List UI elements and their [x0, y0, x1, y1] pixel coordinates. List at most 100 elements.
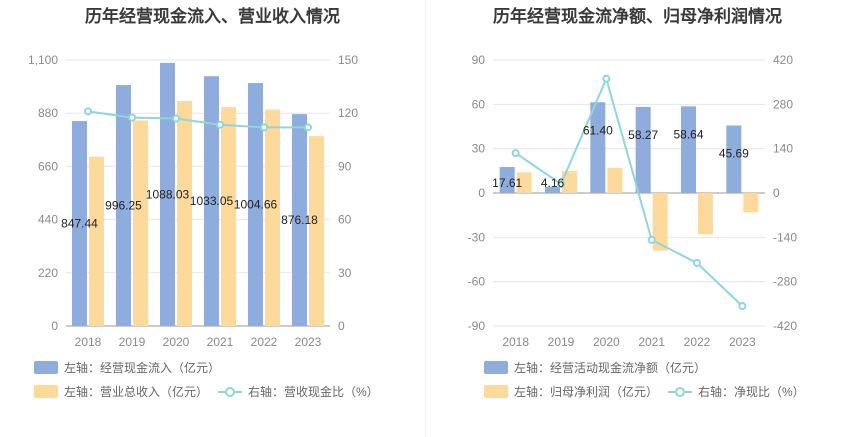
panel-divider	[425, 0, 426, 437]
right-axis-tick-label: -280	[773, 275, 797, 289]
bar-2020-secondary	[607, 167, 623, 193]
bar-2023-primary	[726, 125, 742, 193]
ratio-point-2022	[693, 258, 701, 267]
legend-item-cash-inflow[interactable]: 左轴：经营现金流入（亿元）	[34, 359, 220, 376]
bar-2021-primary	[635, 106, 651, 193]
legend-item-net-cashflow[interactable]: 左轴：经营活动现金流净额（亿元）	[484, 359, 706, 376]
ratio-point-2020	[602, 74, 611, 83]
data-label-2020: 1088.03	[146, 187, 190, 201]
x-axis-tick-label: 2018	[502, 335, 529, 349]
ratio-point-2023	[738, 302, 747, 311]
left-axis-tick-label: 90	[472, 53, 486, 67]
bar-2018-primary	[72, 121, 87, 326]
x-axis-tick-label: 2023	[729, 335, 756, 349]
ratio-line	[515, 75, 744, 307]
ratio-point-2019	[557, 180, 565, 189]
ratio-point-2022	[260, 123, 268, 132]
legend-line-icon	[218, 386, 242, 397]
bar-2022-secondary	[698, 193, 713, 235]
bar-2020-primary	[160, 62, 175, 326]
legend-label: 右轴：营收现金比（%）	[248, 385, 379, 399]
bar-2020-primary	[590, 102, 606, 193]
chart-title: 历年经营现金流净额、归母净利润情况	[493, 7, 782, 26]
left-axis-tick-label: 660	[38, 159, 58, 173]
ratio-point-2018	[511, 149, 520, 158]
right-axis-tick-label: 0	[773, 186, 780, 200]
bar-2021-primary	[204, 76, 219, 326]
legend-label: 左轴：经营现金流入（亿元）	[64, 361, 221, 375]
data-label-2019: 996.25	[105, 199, 142, 213]
ratio-point-2020	[172, 114, 180, 123]
left-axis-tick-label: -30	[468, 230, 486, 244]
legend-item-net-cash-ratio[interactable]: 右轴：净现比（%）	[668, 383, 805, 400]
legend-item-revenue[interactable]: 左轴：营业总收入（亿元）	[34, 383, 208, 400]
chart-title: 历年经营现金流入、营业收入情况	[85, 7, 340, 26]
left-axis-tick-label: 0	[51, 319, 58, 333]
bar-2023-primary	[292, 114, 307, 326]
legend-label: 左轴：营业总收入（亿元）	[64, 385, 209, 399]
bar-2019-secondary	[133, 120, 148, 326]
legend-swatch-orange	[484, 385, 508, 398]
bar-2022-secondary	[265, 109, 280, 326]
legend-item-ratio[interactable]: 右轴：营收现金比（%）	[218, 383, 379, 400]
ratio-point-2018	[84, 107, 92, 116]
bar-2023-secondary	[743, 193, 759, 213]
left-axis-tick-label: 880	[38, 106, 58, 120]
bar-2020-secondary	[177, 101, 192, 326]
data-label-2019: 4.16	[541, 176, 565, 190]
bar-2019-secondary	[562, 170, 577, 193]
bar-2022-primary	[248, 83, 263, 326]
data-label-2018: 17.61	[492, 176, 522, 190]
ratio-point-2021	[216, 120, 224, 129]
bar-2021-secondary	[221, 107, 236, 327]
ratio-point-2021	[647, 235, 656, 244]
chart-canvas: -90 -420 -60 -280 -30 -140 0 0 30 140 60 280 90 420 20…	[468, 53, 798, 349]
data-label-2021: 1033.05	[190, 194, 234, 208]
data-label-2021: 58.27	[628, 128, 658, 142]
left-axis-tick-label: 30	[472, 142, 486, 156]
right-axis-tick-label: 60	[338, 213, 352, 227]
right-axis-tick-label: 90	[338, 159, 352, 173]
data-label-2023: 876.18	[281, 213, 318, 227]
ratio-line	[87, 110, 308, 129]
x-axis-tick-label: 2020	[593, 335, 620, 349]
chart-canvas: 0 0 220 30 440 60 660 90 880 120 1,100 150 2018 2019 2…	[28, 53, 358, 349]
x-axis-tick-label: 2021	[638, 335, 665, 349]
legend-swatch-blue	[34, 361, 58, 374]
x-axis-tick-label: 2022	[251, 335, 278, 349]
data-label-2023: 45.69	[719, 146, 749, 160]
left-axis-tick-label: -90	[468, 319, 486, 333]
right-axis-tick-label: 0	[338, 319, 345, 333]
x-axis-tick-label: 2023	[295, 335, 322, 349]
right-axis-tick-label: -140	[773, 230, 797, 244]
chart-panel-cashflow-revenue: 历年经营现金流入、营业收入情况 0 0 220 30 440 60 660 90 880 120 1…	[28, 7, 379, 400]
legend-label: 右轴：净现比（%）	[698, 385, 805, 399]
right-axis-tick-label: 30	[338, 266, 352, 280]
right-axis-tick-label: 120	[338, 106, 358, 120]
bar-2023-secondary	[309, 136, 324, 326]
legend-label: 左轴：经营活动现金流净额（亿元）	[514, 361, 707, 375]
legend-item-net-profit[interactable]: 左轴：归母净利润（亿元）	[484, 383, 658, 400]
x-axis-tick-label: 2021	[207, 335, 234, 349]
bar-2022-primary	[681, 106, 696, 193]
legend-label: 左轴：归母净利润（亿元）	[514, 385, 659, 399]
data-label-2022: 1004.66	[234, 198, 278, 212]
x-axis-tick-label: 2018	[75, 335, 102, 349]
bar-2018-secondary	[89, 156, 104, 326]
bar-2021-secondary	[652, 193, 668, 251]
bar-2018-primary	[499, 166, 515, 193]
right-axis-tick-label: 420	[773, 53, 793, 67]
left-axis-tick-label: -60	[468, 275, 486, 289]
bar-2019-primary	[116, 85, 131, 326]
right-axis-tick-label: 150	[338, 53, 358, 67]
left-axis-tick-label: 0	[478, 186, 485, 200]
left-axis-tick-label: 1,100	[28, 53, 58, 67]
ratio-point-2019	[128, 113, 136, 122]
data-label-2018: 847.44	[61, 217, 98, 231]
left-axis-tick-label: 60	[472, 97, 486, 111]
ratio-point-2023	[304, 123, 312, 132]
x-axis-tick-label: 2020	[163, 335, 190, 349]
legend-swatch-blue	[484, 361, 508, 374]
x-axis-tick-label: 2019	[548, 335, 575, 349]
right-axis-tick-label: -420	[773, 319, 797, 333]
